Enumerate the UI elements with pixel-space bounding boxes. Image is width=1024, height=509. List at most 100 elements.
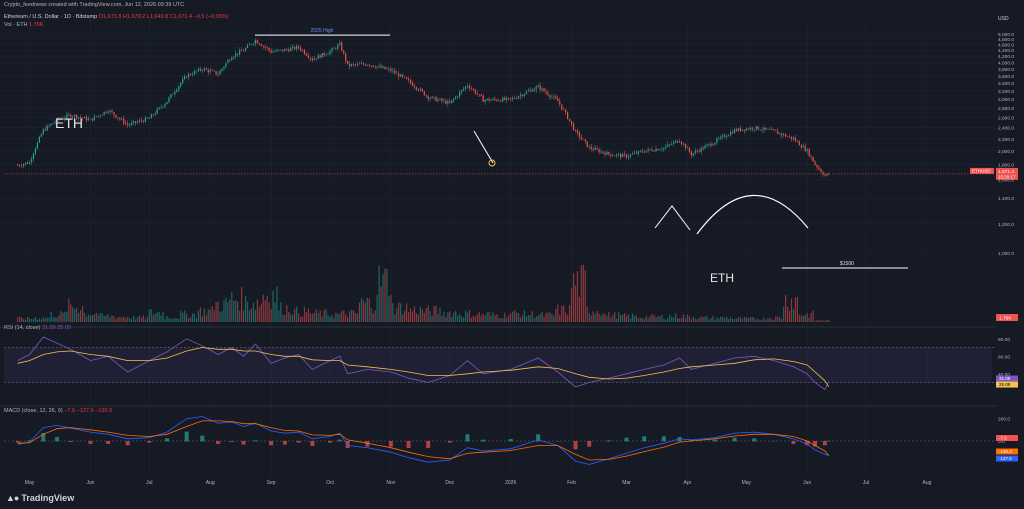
candle-body bbox=[659, 149, 661, 151]
candle-body bbox=[44, 129, 46, 131]
volume-bar bbox=[79, 310, 82, 322]
candle-body bbox=[771, 129, 773, 130]
volume-bar bbox=[402, 314, 404, 322]
macd-histogram-bar bbox=[296, 441, 301, 443]
volume-bar bbox=[514, 310, 516, 322]
candle-body bbox=[476, 93, 478, 95]
candle-body bbox=[248, 44, 251, 46]
candle-body bbox=[244, 47, 247, 51]
candle-body bbox=[421, 88, 423, 92]
volume-bar bbox=[612, 314, 614, 322]
candle-body bbox=[820, 169, 822, 173]
volume-bar bbox=[180, 310, 182, 322]
candle-body bbox=[262, 45, 264, 47]
candle-body bbox=[570, 120, 573, 124]
candle-body bbox=[673, 142, 675, 144]
volume-bar bbox=[567, 315, 569, 322]
macd-histogram-bar bbox=[587, 441, 592, 447]
candle-body bbox=[178, 85, 180, 90]
volume-bar bbox=[659, 316, 661, 322]
rsi-legend[interactable]: RSI (14, close) 31.09 25.09 bbox=[4, 325, 71, 331]
time-tick-label: Apr bbox=[684, 480, 692, 486]
candle-body bbox=[547, 92, 549, 96]
time-axis[interactable]: May Jun Jul Aug Sep Oct Nov Dec 2026 Feb Mar Apr May… bbox=[25, 480, 932, 486]
macd-histogram-bar bbox=[241, 441, 246, 445]
volume-bar bbox=[301, 316, 304, 322]
macd-histogram-bar bbox=[328, 441, 332, 443]
symbol-legend[interactable]: Ethereum / U.S. Dollar · 1D · Bitstamp O… bbox=[4, 14, 228, 20]
candle-body bbox=[337, 44, 339, 49]
candle-body bbox=[443, 100, 445, 102]
volume-bar bbox=[233, 300, 235, 322]
volume-legend[interactable]: Vol · ETH 1.76K bbox=[4, 22, 43, 28]
candle-body bbox=[394, 70, 396, 74]
volume-bar bbox=[117, 317, 119, 322]
candle-body bbox=[115, 115, 117, 118]
macd-legend[interactable]: MACD (close, 12, 26, 9) −7.6 −127.9 −130… bbox=[4, 408, 112, 414]
time-tick-label: Jul bbox=[863, 480, 869, 486]
price-axis[interactable]: 5,000.04,800.04,600.04,400.04,200.04,000… bbox=[970, 16, 1018, 462]
candle-body bbox=[40, 134, 42, 137]
volume-bar bbox=[698, 318, 700, 322]
candle-body bbox=[50, 123, 52, 126]
price-tick-label: 3,800.0 bbox=[998, 67, 1014, 73]
candle-body bbox=[72, 116, 74, 118]
candle-body bbox=[559, 101, 561, 105]
volume-bar bbox=[280, 302, 282, 322]
time-tick-label: Jun bbox=[803, 480, 811, 486]
volume-bar bbox=[42, 316, 44, 322]
volume-bar bbox=[586, 306, 588, 322]
volume-bar bbox=[421, 309, 423, 322]
volume-bar bbox=[168, 317, 170, 322]
macd-histogram-bar bbox=[508, 438, 513, 442]
candle-body bbox=[720, 136, 722, 139]
volume-bar bbox=[822, 320, 824, 322]
candle-body bbox=[136, 121, 139, 123]
candle-body bbox=[604, 152, 606, 155]
candle-body bbox=[806, 149, 808, 152]
candle-body bbox=[590, 146, 592, 150]
candle-body bbox=[741, 129, 744, 131]
candle-body bbox=[215, 71, 217, 75]
candle-body bbox=[317, 55, 319, 59]
volume-bar bbox=[651, 314, 653, 322]
candle-body bbox=[612, 155, 614, 157]
candle-body bbox=[553, 96, 555, 98]
candle-body bbox=[726, 136, 728, 138]
volume-bar bbox=[95, 312, 97, 322]
volume-bar bbox=[769, 317, 771, 322]
candle-body bbox=[170, 94, 172, 98]
volume-bar bbox=[708, 319, 710, 322]
candle-body bbox=[429, 98, 431, 99]
time-tick-label: Jul bbox=[146, 480, 152, 486]
rsi-pane bbox=[0, 326, 996, 391]
volume-bar bbox=[519, 317, 522, 322]
candle-body bbox=[307, 55, 309, 58]
candle-body bbox=[800, 145, 802, 148]
volume-bar bbox=[38, 318, 40, 322]
candle-body bbox=[83, 116, 86, 119]
volume-bar bbox=[490, 315, 492, 322]
volume-bar bbox=[26, 316, 29, 322]
candle-body bbox=[278, 49, 280, 51]
candle-body bbox=[158, 107, 160, 109]
tradingview-logo[interactable]: ▲● TradingView bbox=[6, 493, 74, 503]
candle-body bbox=[378, 65, 380, 67]
candle-body bbox=[172, 94, 174, 95]
volume-bar bbox=[431, 315, 433, 322]
volume-bar bbox=[191, 313, 194, 322]
volume-bar bbox=[826, 319, 828, 322]
volume-bar bbox=[596, 310, 598, 322]
candle-body bbox=[99, 115, 101, 117]
candle-body bbox=[649, 149, 651, 150]
candle-body bbox=[286, 49, 288, 50]
credit-line: Crypto_feednews created with TradingView… bbox=[4, 2, 185, 8]
candle-body bbox=[32, 153, 35, 159]
candle-body bbox=[551, 96, 553, 98]
volume-bar bbox=[610, 318, 612, 322]
volume-bar bbox=[551, 313, 553, 322]
candle-body bbox=[431, 96, 433, 99]
candle-body bbox=[180, 82, 182, 86]
candle-body bbox=[688, 147, 690, 152]
